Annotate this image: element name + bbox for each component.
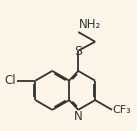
Text: S: S (74, 45, 82, 58)
Text: Cl: Cl (5, 74, 16, 87)
Text: CF₃: CF₃ (113, 105, 131, 115)
Text: NH₂: NH₂ (79, 18, 101, 31)
Text: N: N (74, 110, 83, 123)
